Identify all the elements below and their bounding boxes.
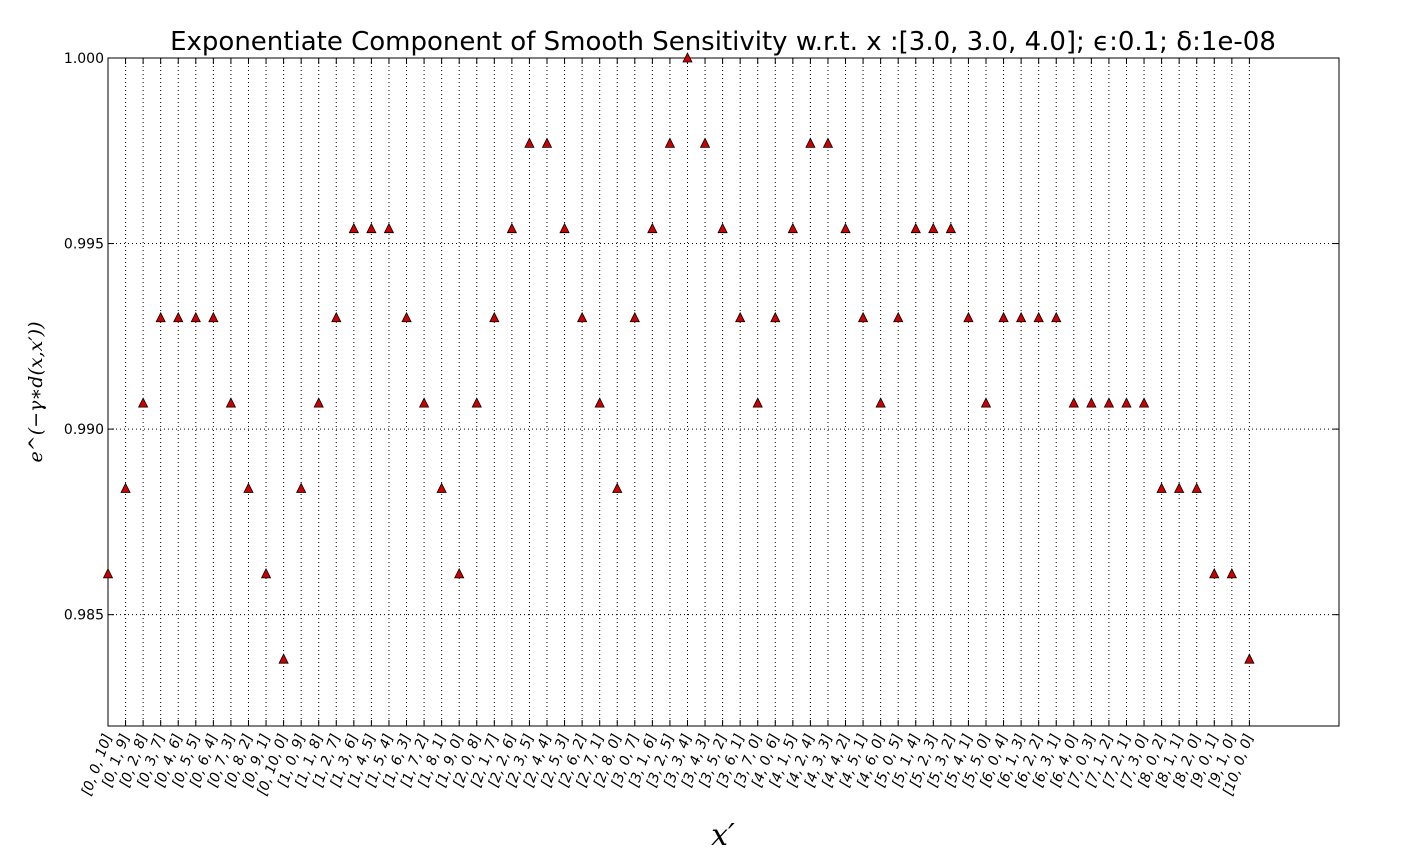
data-point <box>752 397 763 408</box>
data-point <box>717 222 728 234</box>
data-point <box>787 222 798 234</box>
data-point <box>436 482 447 493</box>
data-point <box>1015 311 1027 323</box>
y-tick-label: 1.000 <box>64 51 104 67</box>
data-point <box>857 311 869 323</box>
data-point <box>190 311 201 323</box>
data-point <box>208 311 219 323</box>
data-point <box>576 311 588 323</box>
data-point <box>1209 567 1220 579</box>
data-point <box>471 397 482 408</box>
data-point <box>910 222 921 234</box>
data-point <box>647 222 658 234</box>
data-point <box>454 567 465 579</box>
data-point <box>1226 567 1237 579</box>
y-tick-label: 0.985 <box>64 608 104 624</box>
data-point <box>594 397 605 408</box>
grid-lines <box>108 58 1339 726</box>
data-point <box>137 397 149 408</box>
data-point <box>1086 397 1097 408</box>
data-point <box>313 397 324 408</box>
y-tick-label: 0.990 <box>64 422 104 438</box>
data-point <box>1156 482 1167 493</box>
data-point <box>1103 397 1115 408</box>
data-point <box>682 52 693 63</box>
data-point <box>418 397 430 408</box>
data-point <box>629 311 640 323</box>
plot-area <box>107 57 1340 727</box>
data-point <box>102 567 114 579</box>
data-point <box>840 222 851 234</box>
data-point <box>963 311 974 323</box>
data-point <box>945 222 957 234</box>
data-point <box>506 222 518 234</box>
data-point <box>805 137 816 148</box>
chart-title: Exponentiate Component of Smooth Sensiti… <box>170 27 1276 57</box>
data-point <box>225 397 237 408</box>
data-point <box>1121 397 1132 408</box>
data-point <box>735 311 746 323</box>
data-point <box>366 222 377 234</box>
data-point <box>612 482 623 493</box>
data-point <box>1033 311 1044 323</box>
data-point <box>928 222 939 234</box>
data-point <box>296 482 307 493</box>
data-point <box>875 397 886 408</box>
data-point <box>243 482 254 493</box>
data-point <box>489 311 500 323</box>
y-tick-label: 0.995 <box>64 237 104 253</box>
x-tick-labels: [0, 0, 10][0, 1, 9][0, 2, 8][0, 3, 7][0,… <box>79 732 1257 798</box>
data-point <box>998 311 1009 323</box>
data-point <box>822 137 834 148</box>
data-point <box>1191 482 1202 493</box>
y-tick-labels: 0.985 0.990 0.995 1.000 <box>64 51 104 624</box>
data-point <box>699 137 711 148</box>
data-point <box>120 482 131 493</box>
data-point <box>559 222 570 234</box>
data-point <box>260 567 272 579</box>
data-point <box>770 311 781 323</box>
y-axis-label: e^(−γ∗d(x,x′)) <box>25 322 47 463</box>
data-point <box>524 137 535 148</box>
data-point <box>401 311 412 323</box>
axis-ticks <box>107 57 1339 726</box>
data-point <box>1051 311 1062 323</box>
x-axis-label: x′ <box>711 818 735 853</box>
data-point <box>278 653 289 664</box>
data-point <box>383 222 395 234</box>
data-point <box>331 311 342 323</box>
data-point <box>664 137 676 148</box>
data-point <box>1138 397 1150 408</box>
data-point <box>1174 482 1185 493</box>
data-point <box>893 311 904 323</box>
data-point <box>1244 653 1255 664</box>
data-point <box>541 137 553 148</box>
data-point <box>980 397 992 408</box>
data-point <box>1068 397 1079 408</box>
data-point <box>173 311 184 323</box>
data-point <box>348 222 359 234</box>
data-point <box>155 311 166 323</box>
data-points <box>102 52 1255 664</box>
